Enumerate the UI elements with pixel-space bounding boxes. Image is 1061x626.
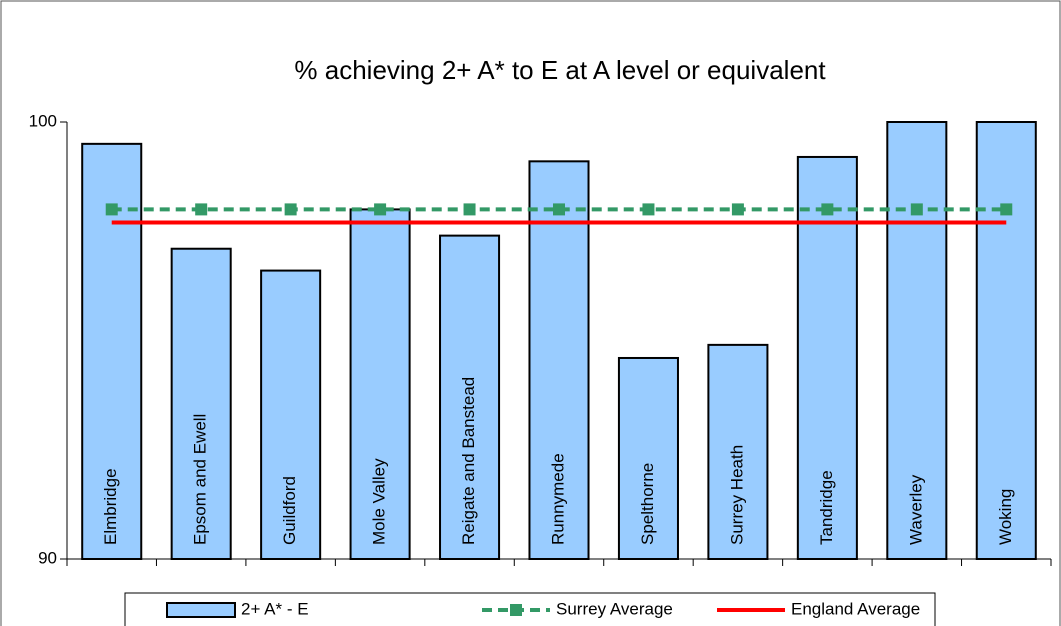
marker bbox=[910, 203, 923, 216]
bar bbox=[260, 269, 322, 560]
marker bbox=[105, 203, 118, 216]
category-label: Woking bbox=[996, 489, 1015, 545]
legend-label: Surrey Average bbox=[556, 599, 673, 618]
legend-label: 2+ A* - E bbox=[241, 599, 309, 618]
category-label: Mole Valley bbox=[370, 458, 389, 545]
marker bbox=[195, 203, 208, 216]
legend-label: England Average bbox=[791, 599, 920, 618]
category-label: Reigate and Banstead bbox=[459, 377, 478, 545]
category-label: Tandridge bbox=[817, 470, 836, 545]
category-label: Guildford bbox=[280, 476, 299, 545]
bar bbox=[617, 356, 679, 561]
bar bbox=[528, 160, 590, 561]
category-label: Elmbridge bbox=[101, 468, 120, 545]
y-tick-label: 100 bbox=[29, 111, 57, 130]
legend-swatch bbox=[166, 602, 236, 618]
marker bbox=[731, 203, 744, 216]
marker bbox=[1000, 203, 1013, 216]
bar bbox=[170, 247, 232, 560]
category-label: Surrey Heath bbox=[727, 445, 746, 545]
y-tick-label: 90 bbox=[38, 548, 57, 567]
marker bbox=[284, 203, 297, 216]
bar bbox=[975, 121, 1037, 560]
marker bbox=[463, 203, 476, 216]
category-label: Waverley bbox=[906, 474, 925, 545]
marker bbox=[553, 203, 565, 216]
category-label: Runnymede bbox=[548, 453, 567, 545]
bar bbox=[439, 234, 501, 560]
category-label: Epsom and Ewell bbox=[191, 414, 210, 545]
legend-marker bbox=[510, 604, 522, 616]
bar bbox=[886, 121, 948, 560]
marker bbox=[642, 203, 655, 216]
marker bbox=[374, 203, 387, 216]
chart-title: % achieving 2+ A* to E at A level or equ… bbox=[294, 55, 826, 85]
bar bbox=[707, 343, 769, 560]
bar bbox=[349, 208, 411, 560]
category-label: Spelthorne bbox=[638, 463, 657, 545]
marker bbox=[821, 203, 834, 216]
